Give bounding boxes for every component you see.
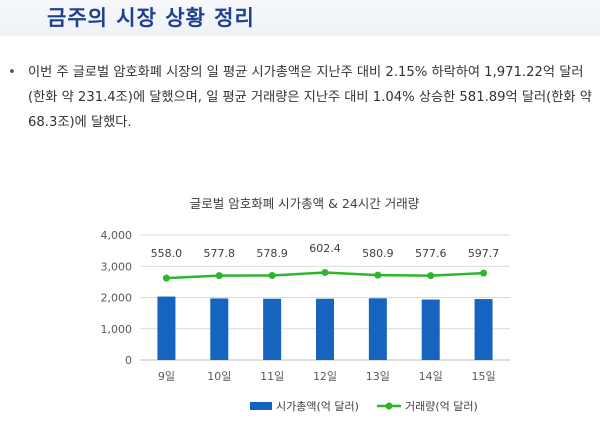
x-tick-label: 14일 bbox=[419, 369, 443, 383]
data-label: 578.9 bbox=[256, 247, 288, 260]
y-tick-label: 1,000 bbox=[101, 323, 133, 336]
page-title: 금주의 시장 상황 정리 bbox=[47, 6, 255, 30]
bar bbox=[210, 298, 229, 360]
line-point bbox=[374, 271, 382, 279]
bar bbox=[368, 298, 387, 360]
bar bbox=[421, 299, 440, 360]
legend-label-bar: 시가총액(억 달러) bbox=[276, 400, 359, 413]
y-tick-label: 3,000 bbox=[101, 260, 133, 273]
data-label: 602.4 bbox=[309, 242, 341, 255]
x-tick-label: 15일 bbox=[472, 369, 496, 383]
data-label: 597.7 bbox=[468, 247, 500, 260]
line-point bbox=[480, 269, 488, 277]
bar bbox=[316, 298, 334, 360]
header-band bbox=[0, 0, 600, 36]
data-label: 577.8 bbox=[204, 247, 236, 260]
x-tick-label: 10일 bbox=[207, 369, 231, 383]
line-point bbox=[215, 272, 223, 280]
legend-label-line: 거래량(억 달러) bbox=[405, 400, 478, 413]
bar bbox=[263, 298, 282, 360]
legend-swatch-marker bbox=[385, 402, 393, 410]
data-label: 558.0 bbox=[151, 247, 183, 260]
data-label: 580.9 bbox=[362, 247, 394, 260]
summary-text: 이번 주 글로벌 암호화폐 시장의 일 평균 시가총액은 지난주 대비 2.15… bbox=[28, 65, 592, 130]
x-tick-label: 13일 bbox=[366, 369, 390, 383]
summary-bullet: • 이번 주 글로벌 암호화폐 시장의 일 평균 시가총액은 지난주 대비 2.… bbox=[8, 60, 593, 135]
x-tick-label: 11일 bbox=[260, 369, 284, 383]
data-label: 577.6 bbox=[415, 247, 447, 260]
chart-title: 글로벌 암호화폐 시가총액 & 24시간 거래량 bbox=[189, 196, 420, 211]
y-tick-label: 4,000 bbox=[101, 229, 133, 242]
chart-svg: 4,000 3,000 2,000 1,000 0 9일 10일 11일 12일 13일 14일 15… bbox=[101, 229, 510, 413]
x-tick-label: 9일 bbox=[158, 369, 175, 383]
y-tick-label: 2,000 bbox=[101, 292, 133, 305]
x-tick-label: 12일 bbox=[313, 369, 337, 383]
legend-swatch-bar bbox=[250, 402, 272, 410]
bullet-dot: • bbox=[8, 65, 16, 80]
line-point bbox=[427, 272, 435, 280]
bar bbox=[474, 299, 493, 360]
line-point bbox=[162, 274, 170, 282]
line-point bbox=[268, 271, 276, 279]
bar bbox=[157, 296, 176, 360]
y-tick-label: 0 bbox=[125, 354, 132, 367]
chart-panel: 글로벌 암호화폐 시가총액 & 24시간 거래량 4,000 3,000 2,000… bbox=[82, 173, 527, 421]
line-point bbox=[321, 269, 329, 276]
